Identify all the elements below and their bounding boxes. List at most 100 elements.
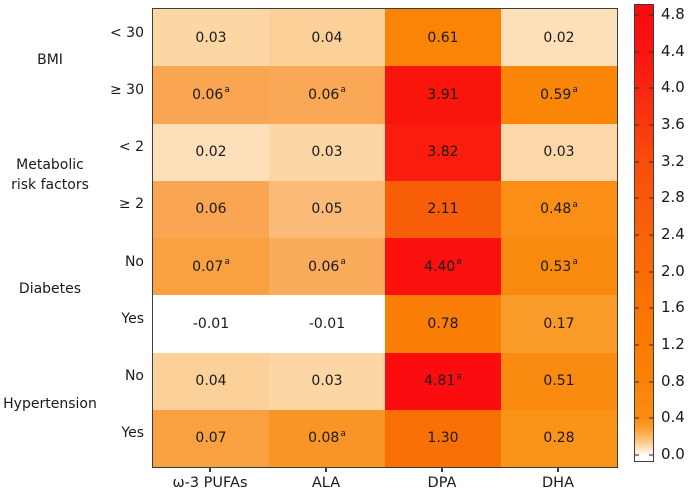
x-axis-tick (209, 467, 211, 472)
colorbar-tick (635, 234, 639, 236)
row-group-label: BMI (0, 50, 100, 70)
colorbar-tick (635, 124, 639, 126)
colorbar-tick (649, 197, 653, 200)
row-label: Yes (121, 310, 144, 327)
colorbar-tick-label: 2.4 (661, 225, 685, 243)
heatmap-cell: 2.11 (385, 180, 501, 238)
row-group-label: Metabolic risk factors (0, 155, 100, 195)
heatmap-cell: 0.03 (153, 9, 269, 67)
column-label: DHA (542, 475, 574, 491)
cell-value: 0.06 (195, 201, 227, 218)
row-label: Yes (121, 425, 144, 442)
cell-footnote-marker: a (456, 257, 462, 268)
heatmap-cell: 3.82 (385, 123, 501, 181)
cell-footnote-marker: a (572, 199, 578, 210)
colorbar-tick (635, 417, 639, 420)
colorbar-tick (649, 234, 653, 236)
cell-value: 0.08 (308, 430, 340, 447)
cell-footnote-marker: a (340, 428, 346, 439)
cell-footnote-marker: a (340, 85, 346, 96)
row-label: ≥ 2 (118, 196, 144, 213)
cell-value: 0.02 (543, 29, 575, 46)
row-label: No (124, 368, 144, 385)
heatmap-cell: 0.17 (501, 295, 617, 353)
heatmap-cell: 0.06 a (153, 66, 269, 124)
cell-value: 0.03 (311, 373, 343, 390)
heatmap-cell: -0.01 (153, 295, 269, 353)
colorbar-tick (649, 50, 653, 53)
cell-value: -0.01 (308, 315, 346, 332)
colorbar-tick-label: 1.6 (661, 298, 685, 317)
column-label: ALA (311, 475, 341, 491)
colorbar-tick (635, 160, 639, 163)
colorbar-tick (649, 124, 653, 126)
heatmap-grid: 0.03 0.04 0.61 0.02 0.06 a 0.06 a 3.91 0.59 a 0.02 0… (152, 8, 618, 468)
cell-value: 3.82 (427, 144, 459, 161)
colorbar (634, 4, 654, 462)
x-axis-tick (325, 467, 327, 472)
colorbar-tick (635, 380, 639, 383)
colorbar-tick (635, 270, 639, 273)
cell-value: 0.03 (311, 144, 343, 161)
cell-value: 0.04 (195, 373, 227, 390)
cell-footnote-marker: a (224, 257, 230, 268)
colorbar-tick (649, 14, 653, 16)
colorbar-tick (649, 160, 653, 163)
colorbar-tick (649, 270, 653, 273)
heatmap-cell: 4.81 a (385, 352, 501, 410)
row-label: No (124, 253, 144, 270)
cell-value: 0.07 (195, 430, 227, 447)
heatmap-cell: 0.61 (385, 9, 501, 67)
cell-value: 0.17 (543, 315, 575, 332)
cell-value: 0.28 (543, 430, 575, 447)
colorbar-tick-label: 2.8 (661, 188, 685, 207)
colorbar-tick-label: 0.4 (661, 408, 685, 427)
colorbar-tick-label: 3.6 (661, 115, 685, 133)
heatmap-cell: 0.02 (153, 123, 269, 181)
heatmap-cell: 0.07 (153, 409, 269, 467)
heatmap-cell: 0.06 a (269, 66, 385, 124)
column-label: ω-3 PUFAs (172, 475, 248, 491)
heatmap-cell: 0.06 (153, 180, 269, 238)
heatmap-cell: 0.06 a (269, 238, 385, 296)
cell-value: 0.06 (308, 258, 340, 275)
column-label: DPA (427, 475, 457, 491)
row-group-label: Diabetes (0, 279, 100, 299)
cell-value: 0.03 (195, 29, 227, 46)
cell-footnote-marker: a (572, 85, 578, 96)
cell-footnote-marker: a (340, 257, 346, 268)
colorbar-tick (649, 307, 653, 310)
colorbar-tick (635, 14, 639, 16)
heatmap-cell: 0.08 a (269, 409, 385, 467)
cell-value: 0.02 (195, 144, 227, 161)
heatmap-cell: 0.03 (269, 352, 385, 410)
row-group-label-line: Metabolic (16, 156, 84, 173)
cell-value: 4.40 (424, 258, 456, 275)
heatmap-cell: 3.91 (385, 66, 501, 124)
colorbar-tick-label: 3.2 (661, 151, 685, 170)
colorbar-tick (635, 454, 639, 456)
colorbar-tick-label: 2.0 (661, 261, 685, 280)
colorbar-tick (635, 307, 639, 310)
cell-footnote-marker: a (224, 85, 230, 96)
cell-value: 0.07 (192, 258, 224, 275)
colorbar-tick (649, 417, 653, 420)
colorbar-tick (649, 344, 653, 346)
heatmap-cell: 0.28 (501, 409, 617, 467)
heatmap-cell: 0.04 (153, 352, 269, 410)
heatmap-cell: 0.03 (501, 123, 617, 181)
colorbar-tick (649, 454, 653, 456)
cell-value: 0.51 (543, 373, 575, 390)
heatmap-cell: 0.48 a (501, 180, 617, 238)
colorbar-tick-label: 4.0 (661, 78, 685, 97)
cell-value: 0.04 (311, 29, 343, 46)
x-axis-tick (441, 467, 443, 472)
cell-value: -0.01 (192, 315, 230, 332)
colorbar-tick-label: 4.4 (661, 41, 685, 60)
heatmap-cell: 0.78 (385, 295, 501, 353)
x-axis-tick (557, 467, 559, 472)
colorbar-tick-label: 0.0 (661, 445, 685, 463)
colorbar-tick (635, 50, 639, 53)
heatmap-cell: 0.04 (269, 9, 385, 67)
